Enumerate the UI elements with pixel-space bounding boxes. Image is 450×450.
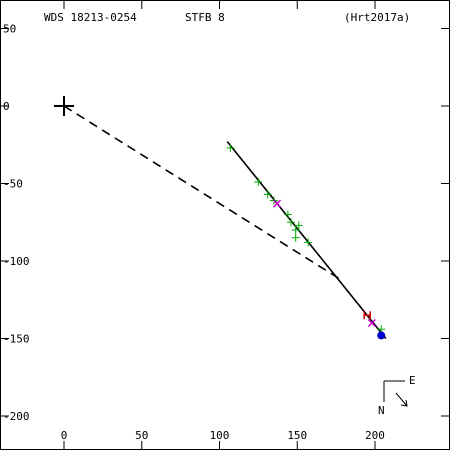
y-tick-label: -50 xyxy=(3,178,23,191)
reference-observation-point xyxy=(273,199,282,208)
motion-arrowhead-icon xyxy=(400,399,408,407)
outlier-observation-point xyxy=(363,311,371,320)
x-tick-label: 0 xyxy=(61,429,68,442)
y-tick-label: -200 xyxy=(3,410,30,423)
x-tick-label: 100 xyxy=(210,429,230,442)
orbit-line xyxy=(226,141,387,340)
orbit-lines xyxy=(54,96,387,340)
y-tick-label: 50 xyxy=(3,23,16,36)
y-tick-label: 0 xyxy=(3,100,10,113)
compass-rose: E N xyxy=(378,374,416,417)
x-tick-label: 50 xyxy=(135,429,148,442)
y-tick-label: -100 xyxy=(3,255,30,268)
header-wds: WDS 18213-0254 xyxy=(44,11,137,24)
y-tick-label: -150 xyxy=(3,333,30,346)
periastron-dashed-line xyxy=(63,105,342,281)
reference-observation-point xyxy=(367,318,376,328)
x-tick-label: 200 xyxy=(365,429,385,442)
compass-east-label: E xyxy=(409,374,416,387)
header-ref: (Hrt2017a) xyxy=(344,11,410,24)
motion-arrow-icon xyxy=(395,392,408,407)
observation-marks xyxy=(226,143,386,340)
compass-north-label: N xyxy=(378,404,385,417)
latest-position-point xyxy=(377,331,386,340)
header-disc: STFB 8 xyxy=(185,11,225,24)
x-tick-label: 150 xyxy=(287,429,307,442)
